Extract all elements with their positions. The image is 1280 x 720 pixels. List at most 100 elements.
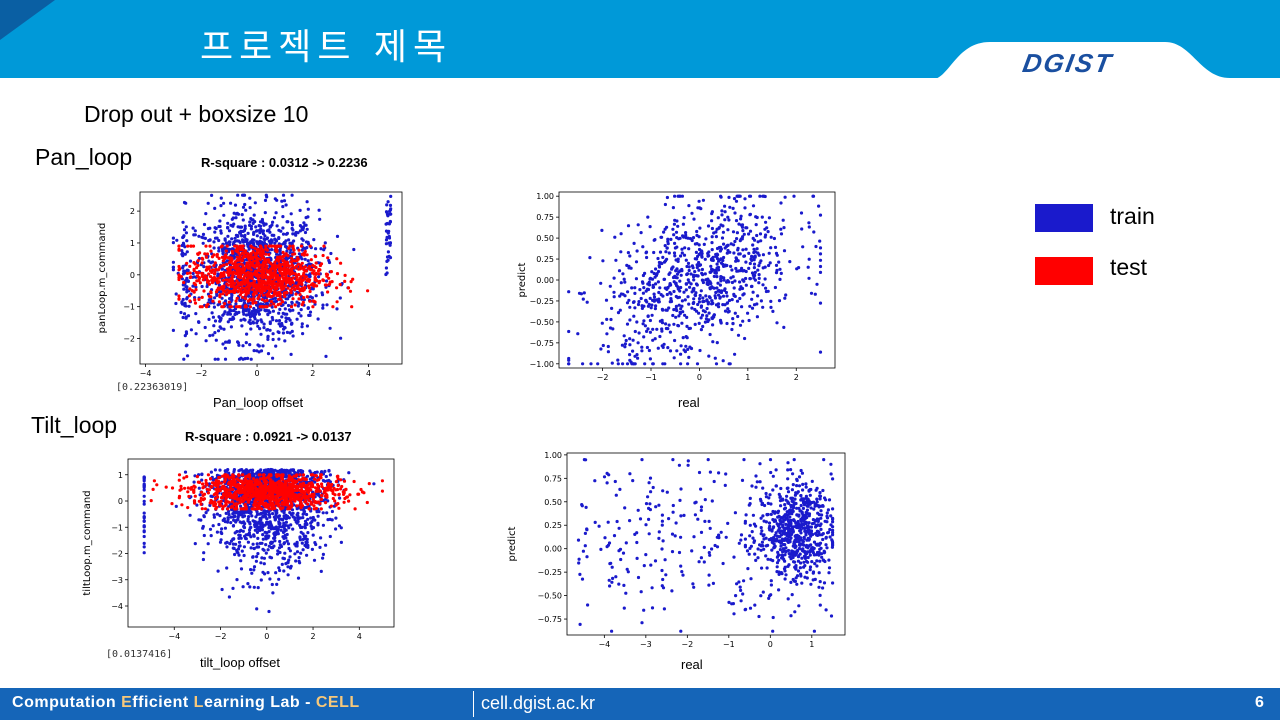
scatter-point [275, 511, 279, 515]
scatter-point [266, 337, 270, 341]
scatter-point [299, 308, 303, 312]
x-tick-label: 2 [794, 373, 799, 382]
scatter-point [743, 206, 747, 210]
scatter-point [291, 232, 295, 236]
scatter-point [606, 350, 610, 354]
scatter-point [241, 229, 245, 233]
scatter-point [250, 571, 254, 575]
scatter-point [710, 235, 714, 239]
scatter-point [242, 301, 247, 305]
scatter-point [642, 286, 646, 290]
scatter-point [237, 540, 242, 544]
scatter-point [182, 280, 186, 285]
scatter-point [599, 281, 603, 285]
scatter-point [267, 228, 271, 232]
scatter-point [272, 216, 277, 220]
scatter-point [222, 213, 226, 217]
scatter-point [267, 513, 272, 517]
scatter-point [260, 526, 264, 530]
scatter-point [291, 334, 295, 338]
scatter-point [711, 323, 715, 327]
scatter-point [289, 212, 293, 216]
scatter-point [667, 306, 671, 310]
scatter-point [281, 232, 286, 236]
scatter-point [735, 237, 739, 241]
scatter-point [733, 311, 737, 315]
scatter-point [809, 291, 814, 295]
scatter-point [286, 254, 290, 258]
scatter-point [324, 279, 329, 283]
scatter-point [272, 532, 277, 536]
scatter-point [628, 343, 632, 347]
scatter-point [204, 244, 208, 248]
scatter-point [711, 340, 715, 344]
scatter-point [195, 270, 199, 275]
scatter-point [236, 234, 240, 238]
scatter-point [750, 258, 754, 262]
scatter-point [237, 544, 241, 548]
scatter-point [171, 236, 175, 240]
scatter-point [155, 483, 159, 487]
scatter-point [387, 236, 392, 240]
scatter-point [245, 332, 249, 336]
scatter-point [230, 278, 234, 282]
scatter-point [236, 551, 240, 555]
scatter-point [291, 515, 295, 519]
scatter-point [236, 225, 240, 229]
scatter-point [291, 252, 295, 256]
scatter-point [732, 251, 736, 255]
scatter-point [661, 294, 665, 298]
scatter-point [748, 194, 752, 198]
scatter-point [707, 354, 711, 358]
scatter-point [655, 298, 659, 302]
scatter-point [633, 329, 637, 334]
scatter-point [619, 250, 623, 254]
scatter-point [251, 288, 255, 292]
scatter-point [248, 206, 252, 210]
scatter-point [704, 237, 708, 241]
scatter-point [567, 362, 571, 366]
scatter-point [687, 265, 691, 269]
scatter-point [277, 236, 281, 241]
scatter-point [779, 201, 783, 205]
scatter-point [350, 305, 354, 309]
scatter-point [748, 277, 752, 281]
scatter-point [601, 259, 605, 263]
scatter-point [252, 565, 257, 569]
scatter-point [194, 288, 198, 292]
scatter-point [273, 290, 277, 294]
scatter-point [722, 288, 727, 292]
scatter-point [307, 284, 311, 288]
scatter-point [328, 473, 332, 477]
scatter-point [278, 283, 282, 287]
y-axis-label: predict [517, 262, 528, 297]
scatter-point [222, 201, 226, 205]
scatter-point [650, 277, 655, 281]
scatter-point [384, 266, 388, 270]
scatter-point [328, 280, 332, 284]
scatter-point [282, 254, 286, 258]
scatter-point [184, 201, 188, 205]
scatter-point [758, 232, 763, 236]
scatter-point [732, 243, 736, 247]
pan-predict-plot: −2 −1 0 1 2 −1.00 −0.75 −0.50 −0.25 0.00 0.25 0.50 0… [515, 188, 845, 393]
scatter-point [257, 302, 261, 306]
scatter-point [672, 233, 676, 237]
scatter-point [257, 281, 261, 285]
scatter-point [291, 297, 295, 301]
scatter-point [306, 259, 310, 263]
scatter-point [261, 305, 265, 309]
scatter-point [757, 264, 761, 268]
scatter-point [241, 529, 245, 533]
scatter-point [272, 278, 276, 282]
scatter-point [268, 577, 272, 581]
scatter-point [212, 246, 216, 250]
scatter-point [687, 268, 691, 273]
scatter-point [680, 194, 684, 198]
scatter-point [191, 271, 195, 276]
scatter-point [216, 357, 220, 361]
scatter-point [273, 468, 277, 472]
scatter-point [206, 201, 210, 205]
scatter-point [674, 315, 678, 319]
scatter-point [759, 299, 763, 303]
